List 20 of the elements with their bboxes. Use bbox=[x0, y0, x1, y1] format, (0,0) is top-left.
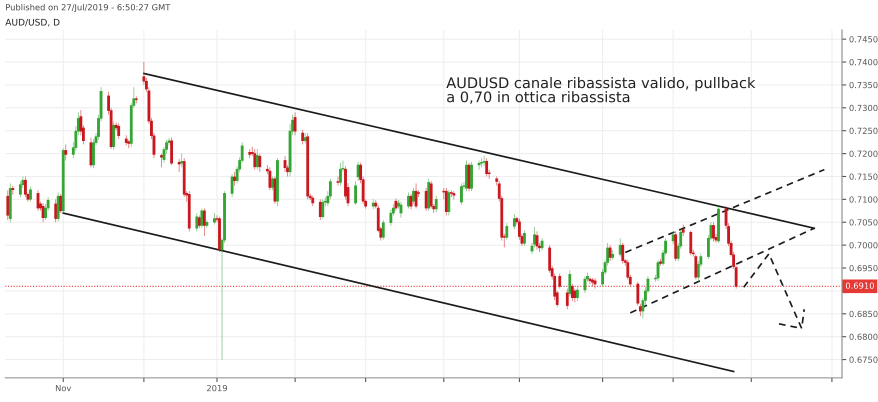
y-tick-label: 0.6850 bbox=[849, 310, 878, 318]
y-tick-label: 0.7350 bbox=[849, 82, 878, 88]
y-tick-label: 0.7250 bbox=[849, 128, 878, 134]
y-tick-label: 0.7200 bbox=[849, 150, 878, 157]
text: Published on 27/Jul/2019 - 6:50:27 GMT bbox=[6, 4, 170, 12]
x-tick-label: Nov bbox=[56, 385, 72, 392]
y-tick-label: 0.7400 bbox=[849, 59, 878, 66]
y-tick-label: 0.6800 bbox=[849, 334, 878, 340]
y-tick-label: 0.7000 bbox=[849, 242, 878, 248]
y-tick-label: 0.7450 bbox=[849, 36, 878, 42]
y-tick-label: 0.6750 bbox=[849, 356, 878, 363]
y-tick-label: 0.7300 bbox=[849, 104, 878, 112]
y-tick-label: 0.7100 bbox=[849, 196, 878, 203]
y-tick-label: 0.6950 bbox=[849, 265, 878, 272]
annotation: AUDUSD canale ribassista valido, pullback a 0,70 in ottica ribassista bbox=[446, 76, 756, 104]
ref-line-label: 0.6910 bbox=[846, 282, 874, 289]
x-tick-label: 2019 bbox=[206, 384, 227, 392]
y-tick-label: 0.7150 bbox=[849, 173, 878, 180]
y-tick-label: 0.7050 bbox=[849, 219, 878, 226]
chart-title: AUD/USD, D bbox=[5, 18, 60, 27]
